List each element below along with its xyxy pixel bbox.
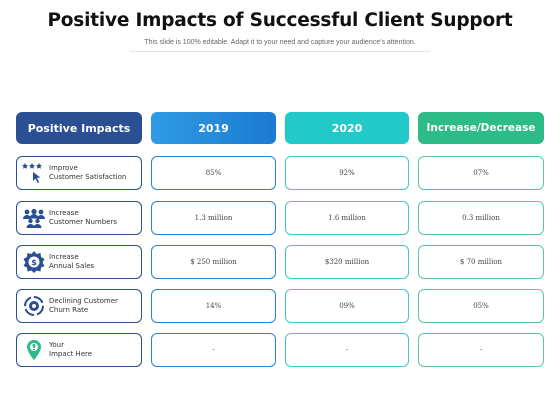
row-label-line1: Improve	[49, 163, 78, 172]
svg-text:$: $	[31, 258, 37, 267]
value-change: $ 70 million	[418, 245, 544, 279]
value-change: 0.3 million	[418, 201, 544, 235]
row-label-line1: Increase	[49, 252, 79, 261]
row-label-line1: Increase	[49, 208, 79, 217]
value-2019: 14%	[151, 289, 276, 323]
value-2020: 92%	[285, 156, 409, 190]
lightbulb-pin-icon	[21, 337, 47, 363]
value-change: 07%	[418, 156, 544, 190]
header-2019: 2019	[151, 112, 276, 144]
value-change: -	[418, 333, 544, 367]
value-change: 05%	[418, 289, 544, 323]
value-2020: -	[285, 333, 409, 367]
slide-title: Positive Impacts of Successful Client Su…	[47, 10, 513, 31]
people-group-icon	[21, 205, 47, 231]
row-label-cell: Improve Customer Satisfaction	[16, 156, 142, 190]
dollar-badge-icon: $	[21, 249, 47, 275]
header-increase-decrease: Increase/Decrease	[418, 112, 544, 144]
value-2019: 85%	[151, 156, 276, 190]
value-2020: 09%	[285, 289, 409, 323]
row-label-line2: Customer Numbers	[49, 218, 117, 226]
value-2019: 1.3 million	[151, 201, 276, 235]
row-label-line2: Churn Rate	[49, 306, 89, 314]
row-label-line1: Declining Customer	[49, 296, 118, 305]
value-2020: $320 million	[285, 245, 409, 279]
header-2020: 2020	[285, 112, 409, 144]
row-label-line2: Customer Satisfaction	[49, 173, 127, 181]
value-2019: -	[151, 333, 276, 367]
churn-cycle-icon	[21, 293, 47, 319]
row-label-cell: Declining Customer Churn Rate	[16, 289, 142, 323]
value-2020: 1.6 million	[285, 201, 409, 235]
header-positive-impacts: Positive Impacts	[16, 112, 142, 144]
title-divider	[130, 51, 430, 52]
row-label-cell: Your Impact Here	[16, 333, 142, 367]
row-label-line2: Annual Sales	[49, 262, 95, 270]
row-label-line1: Your	[49, 340, 64, 349]
row-label-cell: Increase Customer Numbers	[16, 201, 142, 235]
rating-pointer-icon	[21, 160, 47, 186]
slide-subtitle: This slide is 100% editable. Adapt it to…	[144, 39, 416, 46]
value-2019: $ 250 million	[151, 245, 276, 279]
row-label-line2: Impact Here	[49, 350, 93, 358]
row-label-cell: $ Increase Annual Sales	[16, 245, 142, 279]
